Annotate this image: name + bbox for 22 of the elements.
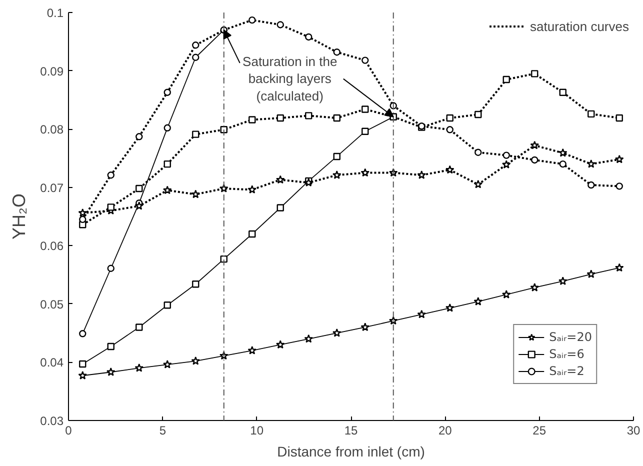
annotation: Saturation in the backing layers (calculated) — [242, 54, 338, 104]
y-tick-label: 0.04 — [40, 356, 64, 370]
y-tick-label: 0.05 — [40, 297, 64, 312]
y-tick-label: 0.09 — [40, 64, 64, 78]
x-axis-title: Distance from inlet (cm) — [277, 444, 425, 460]
y-tick-label: 0.1 — [46, 6, 64, 20]
legend-label: Sₐᵢᵣ=6 — [549, 347, 584, 361]
x-tick-label: 25 — [532, 424, 546, 438]
y-tick-label: 0.06 — [40, 239, 64, 254]
y-axis-title: YH₂O — [9, 193, 30, 240]
legend-label: saturation curves — [530, 18, 629, 34]
x-tick-label: 15 — [344, 424, 358, 438]
y-tick-label: 0.07 — [40, 180, 64, 195]
x-tick-label: 5 — [159, 424, 166, 438]
y-tick-label: 0.08 — [40, 122, 64, 137]
x-tick-label: 20 — [438, 424, 452, 438]
legend-label: Sₐᵢᵣ=2 — [549, 364, 584, 378]
x-tick-label: 0 — [65, 424, 72, 438]
y-tick-label: 0.03 — [40, 414, 64, 428]
x-tick-label: 10 — [250, 424, 264, 438]
legend-label: Sₐᵢᵣ=20 — [549, 330, 592, 344]
x-tick-label: 30 — [626, 424, 640, 438]
